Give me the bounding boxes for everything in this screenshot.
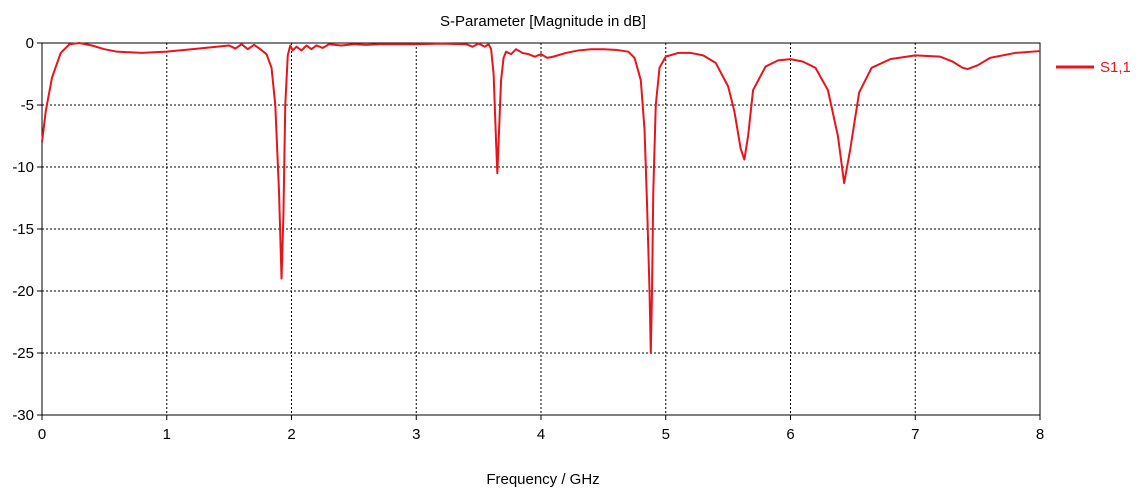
y-tick-label: -10 [12, 159, 34, 176]
grid-lines [42, 43, 1040, 415]
x-tick-label: 4 [537, 426, 545, 443]
x-tick-label: 1 [163, 426, 171, 443]
y-tick-label: -15 [12, 221, 34, 238]
x-tick-label: 0 [38, 426, 46, 443]
x-axis-ticks: 0 1 2 3 4 5 6 7 8 [38, 415, 1044, 443]
chart-title: S-Parameter [Magnitude in dB] [440, 13, 646, 30]
y-tick-label: -20 [12, 283, 34, 300]
y-tick-label: -25 [12, 345, 34, 362]
series-line-0 [41, 42, 1041, 354]
x-tick-label: 8 [1036, 426, 1044, 443]
x-tick-label: 2 [287, 426, 295, 443]
x-tick-label: 6 [786, 426, 794, 443]
x-axis-label: Frequency / GHz [486, 471, 599, 488]
y-axis-ticks: 0 -5 -10 -15 -20 -25 -30 [12, 35, 42, 424]
series-group [41, 42, 1041, 354]
y-tick-label: -30 [12, 407, 34, 424]
y-tick-label: 0 [26, 35, 34, 52]
x-tick-label: 7 [911, 426, 919, 443]
legend-label-s11: S1,1 [1100, 59, 1131, 76]
x-tick-label: 3 [412, 426, 420, 443]
legend[interactable]: S1,1 [1056, 59, 1131, 76]
x-tick-label: 5 [662, 426, 670, 443]
y-tick-label: -5 [21, 97, 34, 114]
